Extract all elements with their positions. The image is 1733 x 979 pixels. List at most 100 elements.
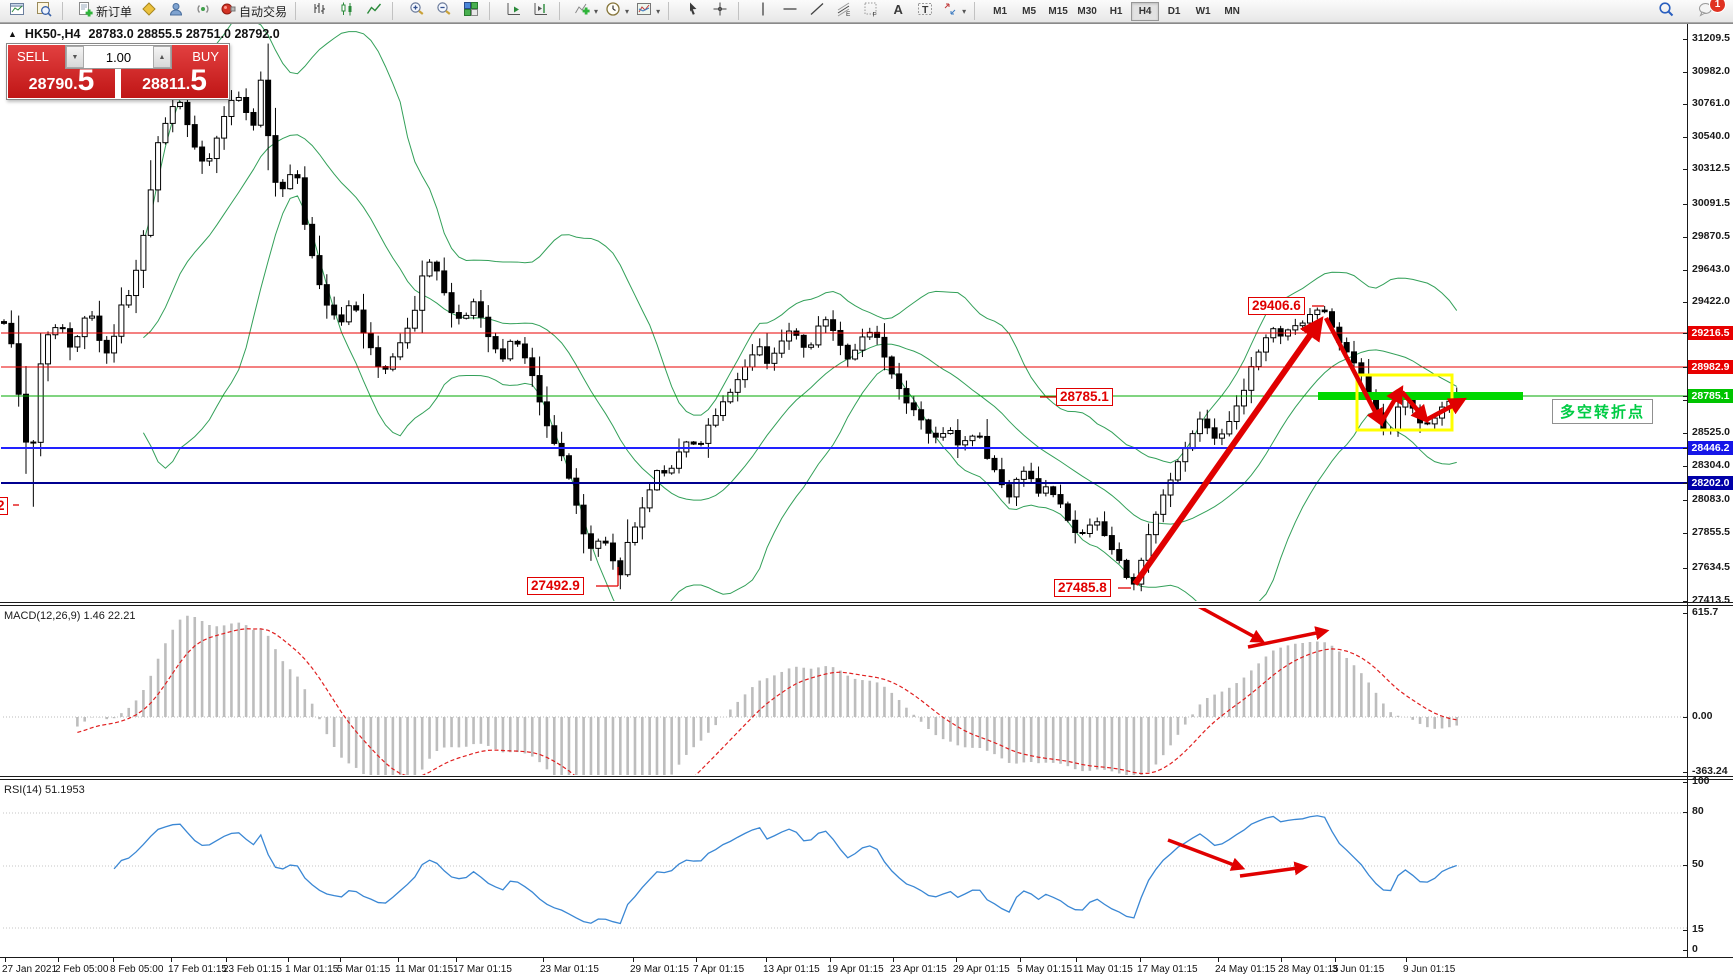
buy-label: BUY: [192, 49, 219, 64]
axis-tick: [1683, 950, 1687, 951]
macd-label: MACD(12,26,9) 1.46 22.21: [4, 610, 136, 622]
text-label-button[interactable]: T: [912, 0, 938, 22]
time-tick: [830, 958, 831, 962]
fibonacci-button[interactable]: E: [831, 0, 857, 22]
autotrading-button[interactable]: 自动交易: [217, 0, 290, 22]
price-axis-label: 29643.0: [1692, 263, 1730, 275]
timeframe-m15-button[interactable]: M15: [1048, 5, 1068, 17]
time-axis-label: 9 Jun 01:15: [1403, 964, 1456, 975]
axis-tick: [1683, 204, 1687, 205]
price-label-low1[interactable]: 27492.9: [527, 577, 584, 595]
signals-button[interactable]: [190, 0, 216, 22]
timeframe-h4-button[interactable]: H4: [1131, 1, 1160, 21]
time-tick: [766, 958, 767, 962]
collapse-panel-icon[interactable]: ▲: [8, 29, 17, 39]
arrow-objects-button[interactable]: ▾: [939, 0, 969, 22]
zoom-out-button[interactable]: [431, 0, 457, 22]
panel-separator[interactable]: [0, 779, 1733, 780]
chart-shift-button[interactable]: [528, 0, 554, 22]
dropdown-caret-icon[interactable]: ▾: [625, 6, 630, 16]
community-button[interactable]: [163, 0, 189, 22]
time-tick: [58, 958, 59, 962]
zoom-out-icon: [436, 1, 452, 22]
time-axis-label: 11 May 01:15: [1073, 964, 1133, 975]
timeframe-w1-button[interactable]: W1: [1195, 5, 1211, 17]
timeframe-m30-button[interactable]: M30: [1077, 5, 1097, 17]
price-axis-label: 30312.5: [1692, 162, 1730, 174]
volume-decrease-button[interactable]: ▼: [66, 46, 84, 68]
volume-stepper: ▼ ▲: [65, 45, 172, 69]
timeframe-m1-button[interactable]: M1: [993, 5, 1008, 17]
community-icon: [168, 1, 184, 22]
notifications-button[interactable]: 1: [1693, 0, 1726, 22]
volume-input[interactable]: [84, 46, 153, 68]
time-axis-label: 8 Feb 05:00: [110, 964, 164, 975]
toolbar-separator: [738, 2, 746, 20]
time-axis[interactable]: 27 Jan 2021 2 Feb 05:00 8 Feb 05:00 17 Feb …: [0, 957, 1733, 979]
cursor-button[interactable]: [680, 0, 706, 22]
chart-area[interactable]: [0, 23, 1733, 979]
time-axis-label: 28 May 01:15: [1278, 964, 1339, 975]
price-label-low2[interactable]: 27485.8: [1054, 579, 1111, 597]
dropdown-caret-icon[interactable]: ▾: [962, 6, 967, 16]
price-axis-label: 29870.5: [1692, 230, 1730, 242]
styler-button[interactable]: [136, 0, 162, 22]
dropdown-caret-icon[interactable]: ▾: [594, 6, 599, 16]
indicators-icon: [574, 1, 590, 22]
horizontal-line-icon: [782, 1, 798, 22]
price-label-edge[interactable]: 2: [0, 497, 8, 515]
zoom-in-button[interactable]: [404, 0, 430, 22]
timeframe-h1-button[interactable]: H1: [1109, 5, 1123, 17]
candlestick-chart-button[interactable]: [334, 0, 360, 22]
timeframe-mn-button[interactable]: MN: [1224, 5, 1240, 17]
time-axis-label: 17 Mar 01:15: [453, 964, 512, 975]
trendline-button[interactable]: [804, 0, 830, 22]
bar-chart-button[interactable]: [307, 0, 333, 22]
price-label-mid[interactable]: 28785.1: [1056, 388, 1113, 406]
main-toolbar: 新订单 自动交易 ▾ ▾ ▾ E F A T ▾ M1 M5 M15 M30 H1 H4 D1 W1 MN 1: [0, 0, 1733, 23]
dropdown-caret-icon[interactable]: ▾: [656, 6, 661, 16]
profiles-button[interactable]: [31, 0, 57, 22]
panel-separator[interactable]: [0, 605, 1733, 606]
vertical-line-button[interactable]: [750, 0, 776, 22]
tile-windows-button[interactable]: [458, 0, 484, 22]
crosshair-button[interactable]: [707, 0, 733, 22]
new-chart-button[interactable]: [4, 0, 30, 22]
axis-tick: [1683, 717, 1687, 718]
signals-icon: [195, 1, 211, 22]
indicators-button[interactable]: ▾: [571, 0, 601, 22]
templates-icon: [636, 1, 652, 22]
axis-tick: [1683, 865, 1687, 866]
svg-text:T: T: [922, 4, 929, 16]
timeframe-d1-button[interactable]: D1: [1167, 5, 1181, 17]
note-label[interactable]: 多空转折点: [1552, 399, 1654, 424]
equidistant-channel-button[interactable]: F: [858, 0, 884, 22]
timeframe-m5-button[interactable]: M5: [1022, 5, 1037, 17]
sell-button[interactable]: SELL 28790. 5: [8, 45, 115, 98]
templates-button[interactable]: ▾: [633, 0, 663, 22]
line-chart-button[interactable]: [361, 0, 387, 22]
periods-button[interactable]: ▾: [602, 0, 632, 22]
axis-tick: [1683, 333, 1687, 334]
price-axis-label: 80: [1692, 805, 1704, 817]
time-axis-label: 7 Apr 01:15: [693, 964, 745, 975]
price-label-peak[interactable]: 29406.6: [1248, 297, 1305, 315]
time-tick: [398, 958, 399, 962]
trendline-icon: [809, 1, 825, 22]
volume-increase-button[interactable]: ▲: [153, 46, 171, 68]
time-tick: [1140, 958, 1141, 962]
time-axis-label: 23 Apr 01:15: [890, 964, 947, 975]
time-axis-label: 5 Mar 01:15: [337, 964, 391, 975]
styler-icon: [141, 1, 157, 22]
panel-separator[interactable]: [0, 776, 1733, 777]
time-tick: [543, 958, 544, 962]
time-axis-label: 29 Apr 01:15: [953, 964, 1010, 975]
new-order-button[interactable]: 新订单: [74, 0, 135, 22]
search-button[interactable]: [1653, 0, 1679, 22]
new-chart-icon: [9, 1, 25, 22]
auto-scroll-button[interactable]: [501, 0, 527, 22]
panel-separator[interactable]: [0, 602, 1733, 603]
text-button[interactable]: A: [885, 0, 911, 22]
horizontal-line-button[interactable]: [777, 0, 803, 22]
toolbar-separator: [295, 2, 303, 20]
